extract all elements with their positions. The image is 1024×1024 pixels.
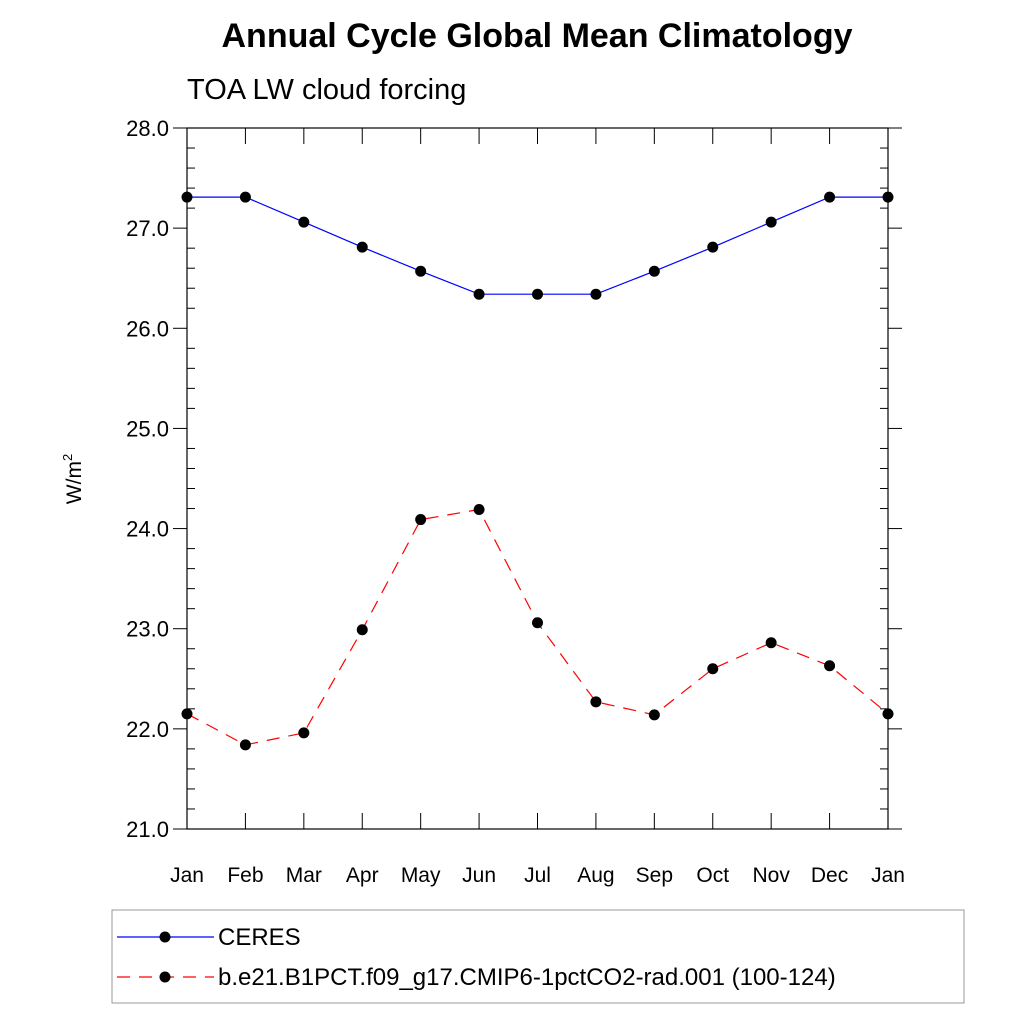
data-point-series-1 (298, 727, 310, 739)
x-tick-label: Jan (871, 864, 905, 887)
x-tick-label: Jul (524, 864, 551, 887)
legend: CERES b.e21.B1PCT.f09_g17.CMIP6-1pctCO2-… (111, 909, 965, 1004)
plot-frame (186, 127, 889, 830)
legend-marker-ceres (159, 931, 171, 943)
data-point-series-1 (239, 739, 251, 751)
x-tick-label: Oct (696, 864, 729, 887)
x-tick-label: Jun (462, 864, 496, 887)
data-point-series-1 (590, 696, 602, 708)
data-point-series-0 (765, 216, 777, 228)
data-point-series-1 (415, 514, 427, 526)
x-tick-label: Sep (636, 864, 673, 887)
legend-label-model: b.e21.B1PCT.f09_g17.CMIP6-1pctCO2-rad.00… (218, 964, 836, 991)
data-point-series-0 (239, 191, 251, 203)
data-point-series-1 (648, 709, 660, 721)
y-tick-label: 22.0 (126, 717, 169, 742)
data-point-series-1 (356, 624, 368, 636)
data-point-series-0 (707, 241, 719, 253)
axis-ticks (173, 127, 902, 830)
y-tick-labels: 21.0 22.0 23.0 24.0 25.0 26.0 27.0 28.0 (126, 116, 169, 842)
legend-marker-model (159, 971, 171, 983)
data-point-series-0 (356, 241, 368, 253)
series-line-0 (187, 196, 888, 295)
data-point-series-1 (473, 504, 485, 516)
legend-label-ceres: CERES (218, 924, 301, 951)
x-tick-label: Jan (170, 864, 204, 887)
data-point-series-0 (824, 191, 836, 203)
data-point-series-0 (648, 265, 660, 277)
data-point-series-0 (298, 216, 310, 228)
legend-box (111, 909, 965, 1004)
y-tick-label: 21.0 (126, 817, 169, 842)
x-tick-label: Dec (811, 864, 848, 887)
y-tick-label: 25.0 (126, 416, 169, 441)
data-series (181, 191, 894, 751)
y-axis-label: W/m2 (60, 454, 86, 504)
x-tick-label: Nov (752, 864, 790, 887)
data-point-series-1 (824, 660, 836, 672)
y-tick-label: 23.0 (126, 617, 169, 642)
y-axis-label-superscript: 2 (60, 454, 75, 461)
chart-title: Annual Cycle Global Mean Climatology (222, 17, 853, 55)
y-axis-label-text: W/m (63, 461, 86, 504)
data-point-series-0 (415, 265, 427, 277)
x-tick-label: May (401, 864, 441, 887)
x-tick-labels: Jan Feb Mar Apr May Jun Jul Aug Sep Oct Nov Dec Jan (170, 864, 905, 887)
y-tick-label: 24.0 (126, 517, 169, 542)
x-tick-label: Aug (577, 864, 614, 887)
y-tick-label: 27.0 (126, 216, 169, 241)
svg-text:W/m2: W/m2 (60, 454, 86, 504)
data-point-series-1 (765, 637, 777, 649)
x-tick-label: Mar (286, 864, 322, 887)
x-tick-label: Apr (346, 864, 379, 887)
data-point-series-0 (532, 288, 543, 300)
x-tick-label: Feb (227, 864, 263, 887)
y-tick-label: 26.0 (126, 316, 169, 341)
y-tick-label: 28.0 (126, 116, 169, 141)
data-point-series-1 (707, 663, 719, 675)
chart-subtitle: TOA LW cloud forcing (187, 74, 466, 106)
data-point-series-0 (590, 288, 602, 300)
data-point-series-0 (473, 288, 485, 300)
data-point-series-1 (532, 617, 543, 629)
